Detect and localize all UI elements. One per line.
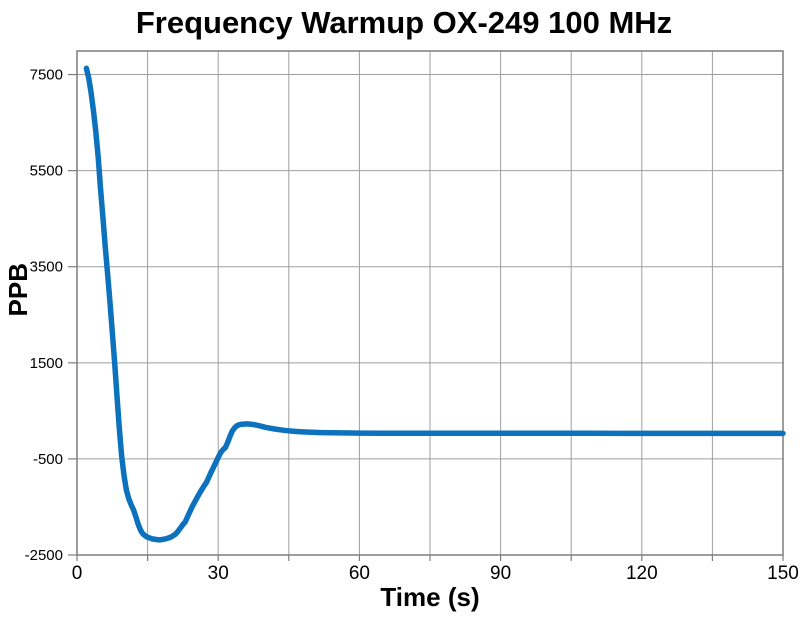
y-tick-label: 7500 bbox=[30, 67, 63, 84]
y-tick-label: -2500 bbox=[25, 547, 63, 564]
y-tick-label: -500 bbox=[33, 451, 63, 468]
y-tick-label: 3500 bbox=[30, 259, 63, 276]
y-tick-label: 5500 bbox=[30, 163, 63, 180]
x-axis-label: Time (s) bbox=[380, 582, 480, 612]
x-tick-label: 90 bbox=[490, 563, 511, 584]
y-tick-label: 1500 bbox=[30, 355, 63, 372]
x-tick-label: 0 bbox=[72, 563, 83, 584]
chart-title: Frequency Warmup OX-249 100 MHz bbox=[135, 5, 673, 40]
x-tick-label: 60 bbox=[349, 563, 370, 584]
x-tick-label: 120 bbox=[626, 563, 658, 584]
frequency-warmup-series-line bbox=[83, 65, 786, 543]
x-tick-label: 30 bbox=[208, 563, 229, 584]
x-tick-label: 150 bbox=[767, 563, 799, 584]
